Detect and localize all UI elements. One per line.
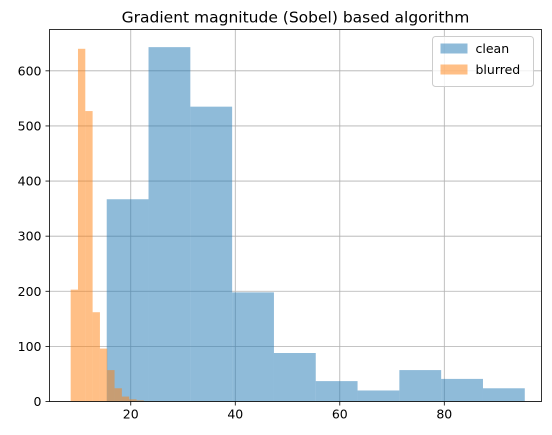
x-tick-label: 80 [436,407,452,422]
bar-clean [106,199,149,402]
x-tick-label: 60 [332,407,348,422]
bar-clean [441,378,483,402]
histogram-bars [70,47,525,402]
bar-clean [315,381,358,402]
bar-clean [357,390,400,402]
bar-clean [482,388,525,402]
y-tick-label: 600 [18,63,42,78]
series-blurred [70,48,144,402]
bar-blurred [99,348,108,402]
bar-clean [273,353,316,402]
series-clean [106,47,525,402]
legend-swatch-blurred [440,64,468,75]
bar-blurred [114,388,122,402]
bar-blurred [85,111,93,402]
plot-frame [49,29,542,402]
tick-labels: 20 40 60 80 0 100 200 300 400 500 600 [18,63,453,421]
legend: clean blurred [432,36,534,87]
y-tick-label: 100 [18,339,42,354]
x-tick-label: 40 [227,407,243,422]
y-tick-label: 300 [18,229,42,244]
y-tick-label: 400 [18,174,42,189]
bar-blurred [77,48,86,402]
y-tick-label: 500 [18,118,42,133]
chart-title: Gradient magnitude (Sobel) based algorit… [122,9,470,27]
bar-clean [399,370,442,402]
axes [45,29,542,406]
legend-label-blurred: blurred [476,62,521,77]
x-tick-label: 20 [123,407,139,422]
bar-blurred [92,312,100,402]
bar-blurred [121,396,130,402]
y-tick-label: 0 [34,394,42,409]
bar-blurred [107,370,115,402]
bar-blurred [129,399,137,402]
bar-blurred [70,289,78,402]
legend-swatch-clean [440,43,468,54]
bar-clean [148,47,191,402]
legend-label-clean: clean [476,41,510,56]
y-tick-label: 200 [18,284,42,299]
bar-clean [232,292,274,402]
bar-blurred [136,400,144,402]
bar-clean [190,106,233,402]
